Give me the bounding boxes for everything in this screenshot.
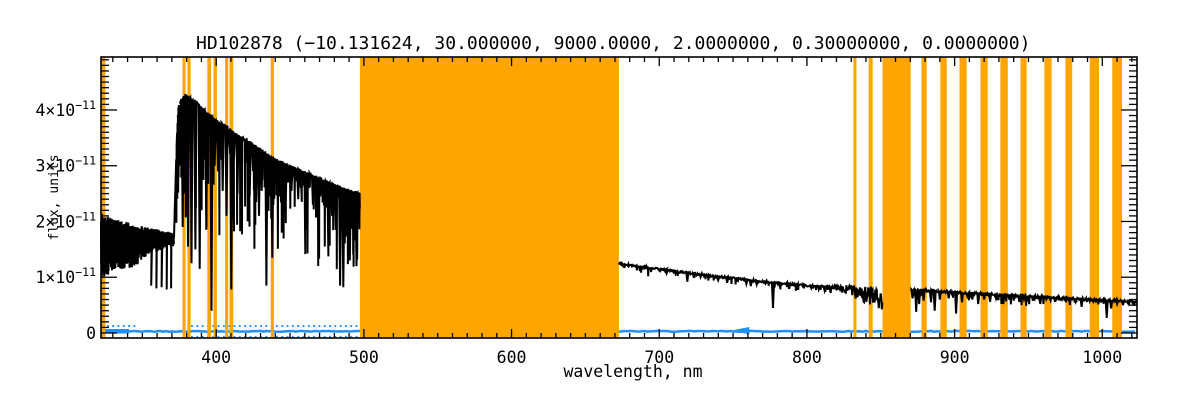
masked-band [980, 57, 988, 338]
masked-band [1065, 57, 1073, 338]
plot-title: HD102878 (−10.131624, 30.000000, 9000.00… [196, 33, 1030, 54]
x-axis-label: wavelength, nm [563, 362, 702, 381]
masked-band [213, 57, 217, 338]
masked-band [1000, 57, 1008, 338]
red-region [617, 260, 884, 310]
y-tick-label: 4×10−11 [35, 98, 96, 120]
y-tick-label: 0 [86, 324, 96, 343]
uv-noise-band [100, 213, 175, 290]
infrared-region [909, 286, 1138, 318]
balmer-blue-region [173, 93, 361, 311]
x-tick-label: 400 [201, 348, 231, 367]
x-tick-label: 900 [940, 348, 970, 367]
y-tick-label: 1×10−11 [35, 265, 96, 287]
reference-arrow-marker [728, 327, 750, 335]
masked-band [1089, 57, 1099, 338]
y-axis-label: flux, units [47, 154, 62, 240]
x-tick-label: 800 [792, 348, 822, 367]
plot-frame [100, 56, 1138, 339]
masked-band [182, 57, 186, 338]
x-tick-label: 1000 [1082, 348, 1122, 367]
masked-band [101, 57, 106, 338]
masked-band [940, 57, 947, 338]
x-tick-label: 600 [497, 348, 527, 367]
masked-band [921, 57, 927, 338]
x-tick-label: 700 [644, 348, 674, 367]
masked-band [359, 57, 619, 338]
masked-band [959, 57, 967, 338]
y-tick-label: 3×10−11 [35, 154, 96, 176]
masked-band [1044, 57, 1052, 338]
masked-band [868, 57, 873, 338]
masked-band [882, 57, 911, 338]
masked-band [207, 57, 212, 338]
masked-band [1020, 57, 1027, 338]
x-tick-label: 500 [349, 348, 379, 367]
y-tick-label: 2×10−11 [35, 209, 96, 231]
masked-band [853, 57, 857, 338]
masked-band [1112, 57, 1122, 338]
